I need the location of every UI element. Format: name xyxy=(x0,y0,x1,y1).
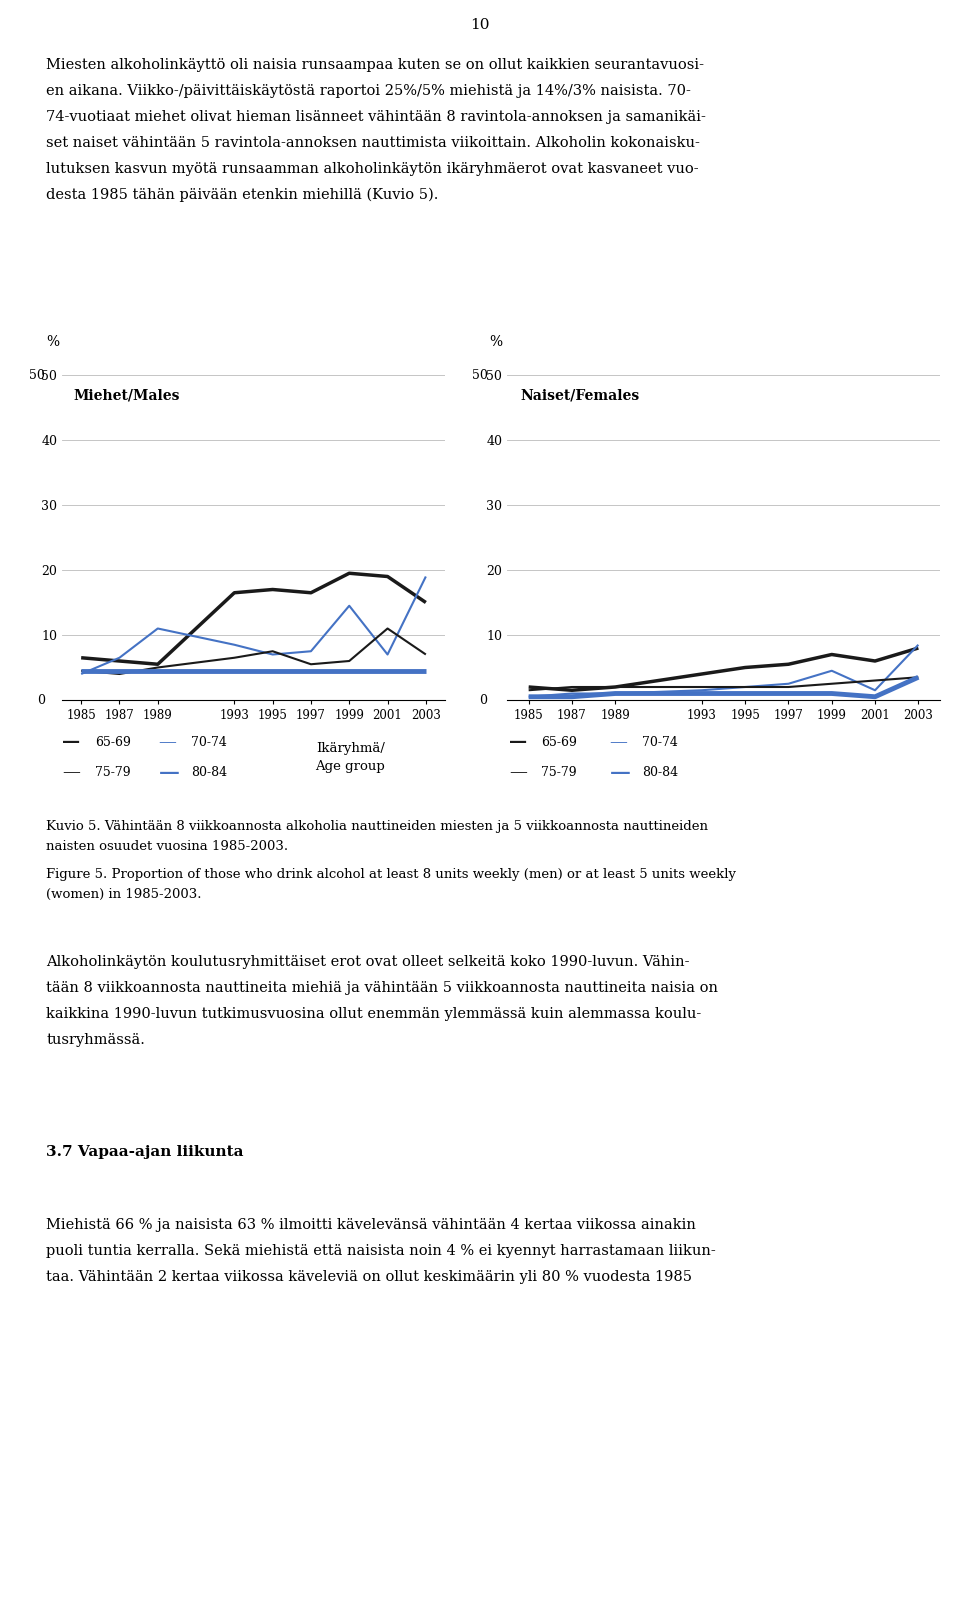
Text: %: % xyxy=(490,335,503,349)
Text: 10: 10 xyxy=(470,18,490,32)
Text: 70-74: 70-74 xyxy=(191,735,227,749)
Text: —: — xyxy=(62,764,81,781)
Text: desta 1985 tähän päivään etenkin miehillä (Kuvio 5).: desta 1985 tähän päivään etenkin miehill… xyxy=(46,187,439,202)
Text: puoli tuntia kerralla. Sekä miehistä että naisista noin 4 % ei kyennyt harrastam: puoli tuntia kerralla. Sekä miehistä ett… xyxy=(46,1244,716,1258)
Text: —: — xyxy=(158,762,180,781)
Text: 50: 50 xyxy=(471,368,488,381)
Text: 65-69: 65-69 xyxy=(541,735,577,749)
Text: kaikkina 1990-luvun tutkimusvuosina ollut enemmän ylemmässä kuin alemmassa koulu: kaikkina 1990-luvun tutkimusvuosina ollu… xyxy=(46,1007,702,1021)
Text: 0: 0 xyxy=(479,693,488,706)
Text: Kuvio 5. Vähintään 8 viikkoannosta alkoholia nauttineiden miesten ja 5 viikkoann: Kuvio 5. Vähintään 8 viikkoannosta alkoh… xyxy=(46,820,708,833)
Text: 80-84: 80-84 xyxy=(191,765,228,778)
Text: %: % xyxy=(47,335,60,349)
Text: 74-vuotiaat miehet olivat hieman lisänneet vähintään 8 ravintola-annoksen ja sam: 74-vuotiaat miehet olivat hieman lisänne… xyxy=(46,110,706,123)
Text: 50: 50 xyxy=(29,368,45,381)
Text: tään 8 viikkoannosta nauttineita miehiä ja vähintään 5 viikkoannosta nauttineita: tään 8 viikkoannosta nauttineita miehiä … xyxy=(46,981,718,994)
Text: 0: 0 xyxy=(36,693,45,706)
Text: Alkoholinkäytön koulutusryhmittäiset erot ovat olleet selkeitä koko 1990-luvun. : Alkoholinkäytön koulutusryhmittäiset ero… xyxy=(46,956,689,969)
Text: taa. Vähintään 2 kertaa viikossa käveleviä on ollut keskimäärin yli 80 % vuodest: taa. Vähintään 2 kertaa viikossa kävelev… xyxy=(46,1270,692,1284)
Text: 75-79: 75-79 xyxy=(541,765,577,778)
Text: Ikäryhmä/
Age group: Ikäryhmä/ Age group xyxy=(316,741,385,773)
Text: —: — xyxy=(610,733,628,751)
Text: Figure 5. Proportion of those who drink alcohol at least 8 units weekly (men) or: Figure 5. Proportion of those who drink … xyxy=(46,868,736,881)
Text: Miesten alkoholinkäyttö oli naisia runsaampaa kuten se on ollut kaikkien seurant: Miesten alkoholinkäyttö oli naisia runsa… xyxy=(46,58,704,72)
Text: 65-69: 65-69 xyxy=(95,735,131,749)
Text: Naiset/Females: Naiset/Females xyxy=(520,387,639,402)
Text: —: — xyxy=(509,764,527,781)
Text: lutuksen kasvun myötä runsaamman alkoholinkäytön ikäryhmäerot ovat kasvaneet vuo: lutuksen kasvun myötä runsaamman alkohol… xyxy=(46,162,699,176)
Text: 80-84: 80-84 xyxy=(642,765,679,778)
Text: set naiset vähintään 5 ravintola-annoksen nauttimista viikoittain. Alkoholin kok: set naiset vähintään 5 ravintola-annokse… xyxy=(46,136,700,150)
Text: (women) in 1985-2003.: (women) in 1985-2003. xyxy=(46,889,202,901)
Text: —: — xyxy=(62,733,81,751)
Text: 3.7 Vapaa-ajan liikunta: 3.7 Vapaa-ajan liikunta xyxy=(46,1145,244,1159)
Text: en aikana. Viikko-/päivittäiskäytöstä raportoi 25%/5% miehistä ja 14%/3% naisist: en aikana. Viikko-/päivittäiskäytöstä ra… xyxy=(46,83,691,98)
Text: —: — xyxy=(610,762,631,781)
Text: —: — xyxy=(158,733,177,751)
Text: naisten osuudet vuosina 1985-2003.: naisten osuudet vuosina 1985-2003. xyxy=(46,841,288,853)
Text: tusryhmässä.: tusryhmässä. xyxy=(46,1033,145,1047)
Text: Miehistä 66 % ja naisista 63 % ilmoitti kävelevänsä vähintään 4 kertaa viikossa : Miehistä 66 % ja naisista 63 % ilmoitti … xyxy=(46,1218,696,1233)
Text: Miehet/Males: Miehet/Males xyxy=(74,387,180,402)
Text: 75-79: 75-79 xyxy=(95,765,131,778)
Text: —: — xyxy=(509,733,527,751)
Text: 70-74: 70-74 xyxy=(642,735,678,749)
